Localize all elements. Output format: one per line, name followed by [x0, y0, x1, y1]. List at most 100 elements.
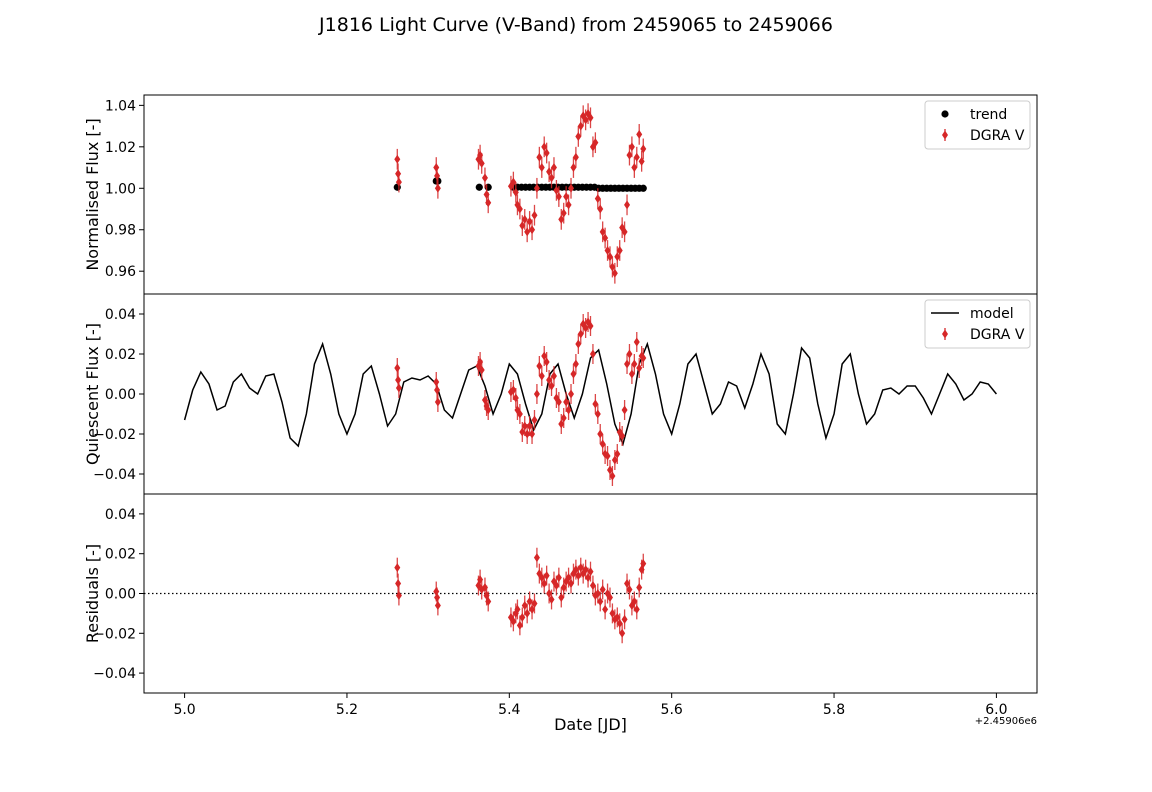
data-point	[553, 581, 560, 591]
data-point	[531, 415, 538, 425]
y-tick-label: 0.02	[105, 347, 136, 363]
data-point	[570, 369, 577, 379]
x-tick-label: 5.2	[336, 702, 358, 718]
data-point	[538, 573, 545, 583]
data-point	[592, 399, 599, 409]
data-point	[485, 405, 492, 415]
y-tick-label: 1.02	[105, 140, 136, 156]
x-tick-label: 5.8	[823, 702, 845, 718]
data-point	[524, 227, 531, 237]
data-point	[602, 604, 609, 614]
legend-box	[924, 100, 1031, 150]
data-point	[599, 439, 606, 449]
data-point	[524, 608, 531, 618]
data-point	[577, 329, 584, 339]
data-point	[521, 421, 528, 431]
data-point	[640, 559, 647, 569]
data-point	[481, 173, 488, 183]
data-point	[568, 183, 575, 193]
data-point	[606, 465, 613, 475]
data-point	[533, 183, 540, 193]
data-point	[582, 565, 589, 575]
data-point	[621, 405, 628, 415]
data-point	[621, 227, 628, 237]
data-point	[616, 618, 623, 628]
data-point	[555, 573, 562, 583]
data-point	[575, 339, 582, 349]
legend-label: trend	[970, 107, 1007, 123]
data-point	[565, 405, 572, 415]
data-point	[611, 455, 618, 465]
legend-marker-swatch	[942, 130, 948, 140]
y-tick-label: 0.98	[105, 223, 136, 239]
legend-label: DGRA V	[970, 327, 1025, 343]
data-point	[587, 113, 594, 123]
data-point	[546, 167, 553, 177]
data-point	[614, 449, 621, 459]
data-point	[536, 152, 543, 162]
data-point	[434, 592, 441, 602]
data-point	[640, 353, 647, 363]
data-point	[394, 563, 401, 573]
data-point	[510, 177, 517, 187]
model-line	[183, 341, 997, 448]
data-point	[526, 216, 533, 226]
y-tick-label: −0.04	[93, 467, 136, 483]
data-point	[626, 150, 633, 160]
y-tick-label: 1.00	[105, 181, 136, 197]
data-point	[478, 365, 485, 375]
data-point	[628, 142, 635, 152]
legend-marker-swatch	[942, 329, 948, 339]
x-offset-label: +2.45906e6	[975, 716, 1037, 727]
data-point	[626, 585, 633, 595]
data-point	[624, 579, 631, 589]
data-point	[594, 409, 601, 419]
data-point	[510, 616, 517, 626]
data-point	[548, 381, 555, 391]
plot-area	[183, 312, 997, 486]
data-point	[633, 152, 640, 162]
data-point	[526, 421, 533, 431]
data-point	[434, 183, 441, 193]
trend-point	[475, 183, 483, 191]
y-axis-label: Quiescent Flux [-]	[83, 323, 102, 465]
data-point	[524, 429, 531, 439]
data-point	[633, 337, 640, 347]
data-point	[589, 349, 596, 359]
data-point	[609, 262, 616, 272]
data-point	[548, 594, 555, 604]
data-point	[550, 163, 557, 173]
data-point	[624, 359, 631, 369]
data-point	[599, 585, 606, 595]
data-point	[433, 163, 440, 173]
data-point	[560, 413, 567, 423]
x-axis-label: Date [JD]	[554, 715, 627, 734]
data-point	[531, 210, 538, 220]
data-point	[631, 596, 638, 606]
data-point	[621, 614, 628, 624]
data-point	[434, 171, 441, 181]
data-point	[543, 357, 550, 367]
plot-area	[394, 547, 647, 644]
y-tick-label: −0.04	[93, 666, 136, 682]
data-point	[546, 375, 553, 385]
y-tick-label: −0.02	[93, 427, 136, 443]
data-point	[519, 427, 526, 437]
data-point	[541, 579, 548, 589]
data-point	[529, 225, 536, 235]
data-point	[606, 252, 613, 262]
data-point	[526, 596, 533, 606]
trend-point	[484, 183, 492, 191]
data-point	[529, 429, 536, 439]
data-point	[568, 389, 575, 399]
data-point	[538, 163, 545, 173]
data-point	[572, 359, 579, 369]
data-point	[577, 121, 584, 131]
data-point	[394, 154, 401, 164]
data-point	[519, 612, 526, 622]
data-point	[433, 377, 440, 387]
data-point	[604, 245, 611, 255]
data-point	[602, 233, 609, 243]
data-point	[582, 323, 589, 333]
